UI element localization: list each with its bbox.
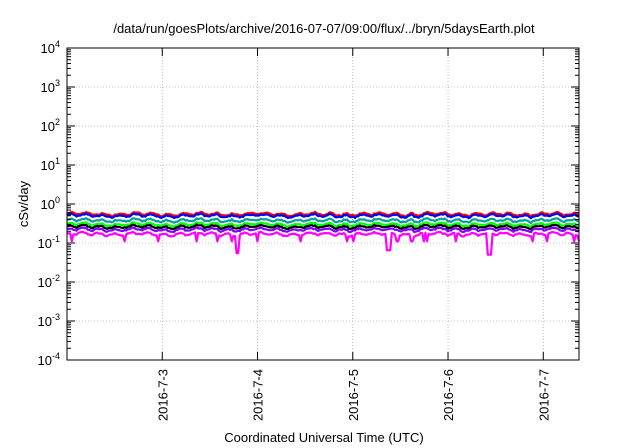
- y-tick-label: 101: [41, 156, 60, 173]
- series-lines: [66, 210, 581, 256]
- y-axis-ticks: 10-4 10-3 10-2 10-1 100 101 102 103 104: [38, 39, 579, 368]
- y-tick-label: 102: [41, 117, 60, 134]
- series-line: [66, 223, 580, 231]
- y-tick-label: 103: [41, 78, 60, 95]
- series-line: [66, 210, 580, 218]
- series-line: [66, 230, 581, 256]
- x-tick-label: 2016-7-6: [441, 369, 456, 421]
- series-line: [67, 217, 580, 225]
- y-tick-label: 100: [41, 195, 60, 212]
- y-tick-label: 10-1: [38, 234, 60, 251]
- grid: [67, 48, 579, 360]
- x-tick-label: 2016-7-4: [251, 369, 266, 421]
- x-tick-label: 2016-7-7: [536, 369, 551, 421]
- x-tick-label: 2016-7-3: [155, 369, 170, 421]
- y-axis-label: cSv/day: [16, 180, 31, 227]
- series-line: [66, 226, 580, 234]
- y-tick-label: 10-3: [38, 312, 60, 329]
- x-axis-label: Coordinated Universal Time (UTC): [224, 430, 423, 445]
- y-tick-label: 10-4: [38, 351, 60, 368]
- y-tick-label: 10-2: [38, 273, 60, 290]
- series-line: [66, 212, 580, 220]
- series-line: [66, 221, 580, 229]
- x-tick-label: 2016-7-5: [346, 369, 361, 421]
- y-tick-label: 104: [41, 39, 60, 56]
- x-axis-ticks: 2016-7-3 2016-7-4 2016-7-5 2016-7-6 2016-7-7: [155, 48, 551, 421]
- chart-title: /data/run/goesPlots/archive/2016-07-07/0…: [113, 21, 535, 36]
